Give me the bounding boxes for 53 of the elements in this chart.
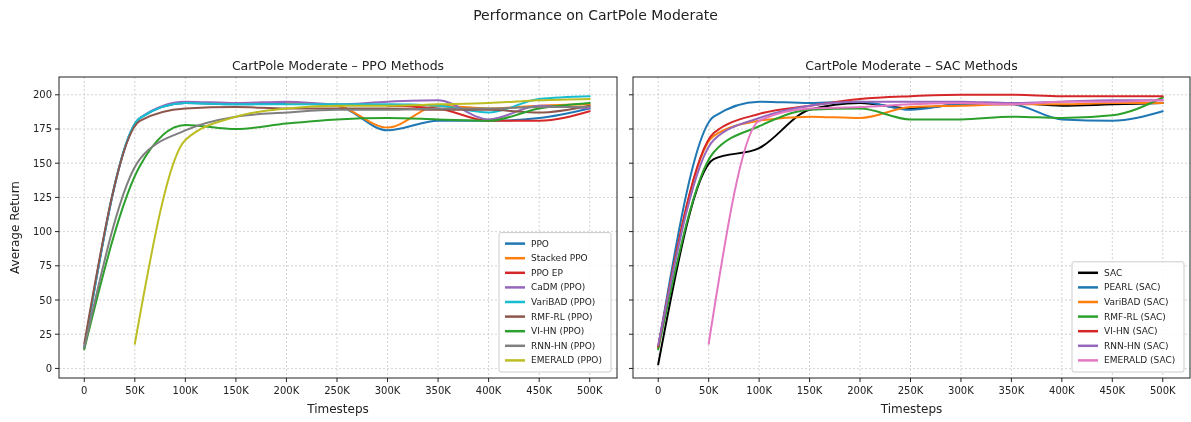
x-tick-label: 0	[81, 385, 88, 396]
y-tick-label: 175	[32, 123, 52, 135]
x-tick-label: 450K	[1099, 385, 1126, 396]
x-tick-label: 250K	[897, 385, 924, 396]
legend-label: RMF-RL (SAC)	[1104, 311, 1166, 322]
legend-label: Stacked PPO	[531, 253, 588, 264]
chart-title: CartPole Moderate – PPO Methods	[231, 58, 445, 73]
x-tick-label: 300K	[374, 385, 401, 396]
x-tick-label: 100K	[172, 385, 199, 396]
x-tick-label: 400K	[1049, 385, 1076, 396]
x-tick-label: 450K	[526, 385, 553, 396]
legend-label: PEARL (SAC)	[1104, 282, 1161, 293]
y-tick-label: 200	[32, 89, 52, 101]
x-tick-label: 50K	[125, 385, 145, 396]
x-tick-label: 50K	[699, 385, 719, 396]
x-tick-label: 150K	[796, 385, 823, 396]
x-tick-label: 400K	[475, 385, 502, 396]
y-tick-label: 0	[45, 362, 52, 374]
legend-label: VariBAD (PPO)	[531, 297, 596, 307]
y-tick-label: 75	[39, 260, 52, 272]
x-tick-label: 100K	[746, 385, 773, 396]
legend-label: RNN-HN (PPO)	[531, 340, 596, 351]
legend-label: PPO EP	[531, 267, 564, 278]
x-tick-label: 350K	[998, 385, 1025, 396]
legend-label: RMF-RL (PPO)	[531, 311, 593, 322]
x-tick-label: 200K	[847, 385, 874, 396]
y-tick-label: 125	[32, 191, 52, 203]
x-tick-label: 500K	[576, 385, 603, 396]
legend-label: RNN-HN (SAC)	[1104, 340, 1169, 351]
x-axis-title: Timesteps	[879, 402, 943, 416]
y-tick-label: 150	[32, 157, 52, 169]
x-tick-label: 0	[655, 385, 662, 396]
chart-title: CartPole Moderate – SAC Methods	[805, 58, 1018, 73]
legend-label: SAC	[1104, 267, 1123, 278]
x-axis-title: Timesteps	[306, 402, 369, 416]
y-tick-label: 100	[32, 226, 52, 238]
x-tick-label: 200K	[273, 385, 300, 396]
x-tick-label: 150K	[223, 385, 250, 396]
legend-label: VI-HN (SAC)	[1104, 326, 1158, 337]
text: Performance on CartPole Moderate	[473, 7, 718, 23]
y-tick-label: 25	[39, 328, 52, 340]
legend-label: PPO	[531, 238, 549, 249]
x-tick-label: 250K	[324, 385, 351, 396]
legend-label: EMERALD (SAC)	[1104, 355, 1176, 366]
x-tick-label: 500K	[1149, 385, 1177, 396]
legend-label: CaDM (PPO)	[531, 282, 586, 293]
y-axis-title: Average Return	[8, 181, 22, 274]
legend-label: EMERALD (PPO)	[531, 355, 602, 366]
legend-label: VariBAD (SAC)	[1104, 297, 1169, 307]
y-tick-label: 50	[39, 294, 52, 306]
x-tick-label: 300K	[948, 385, 975, 396]
x-tick-label: 350K	[425, 385, 452, 396]
legend-label: VI-HN (PPO)	[531, 326, 585, 337]
